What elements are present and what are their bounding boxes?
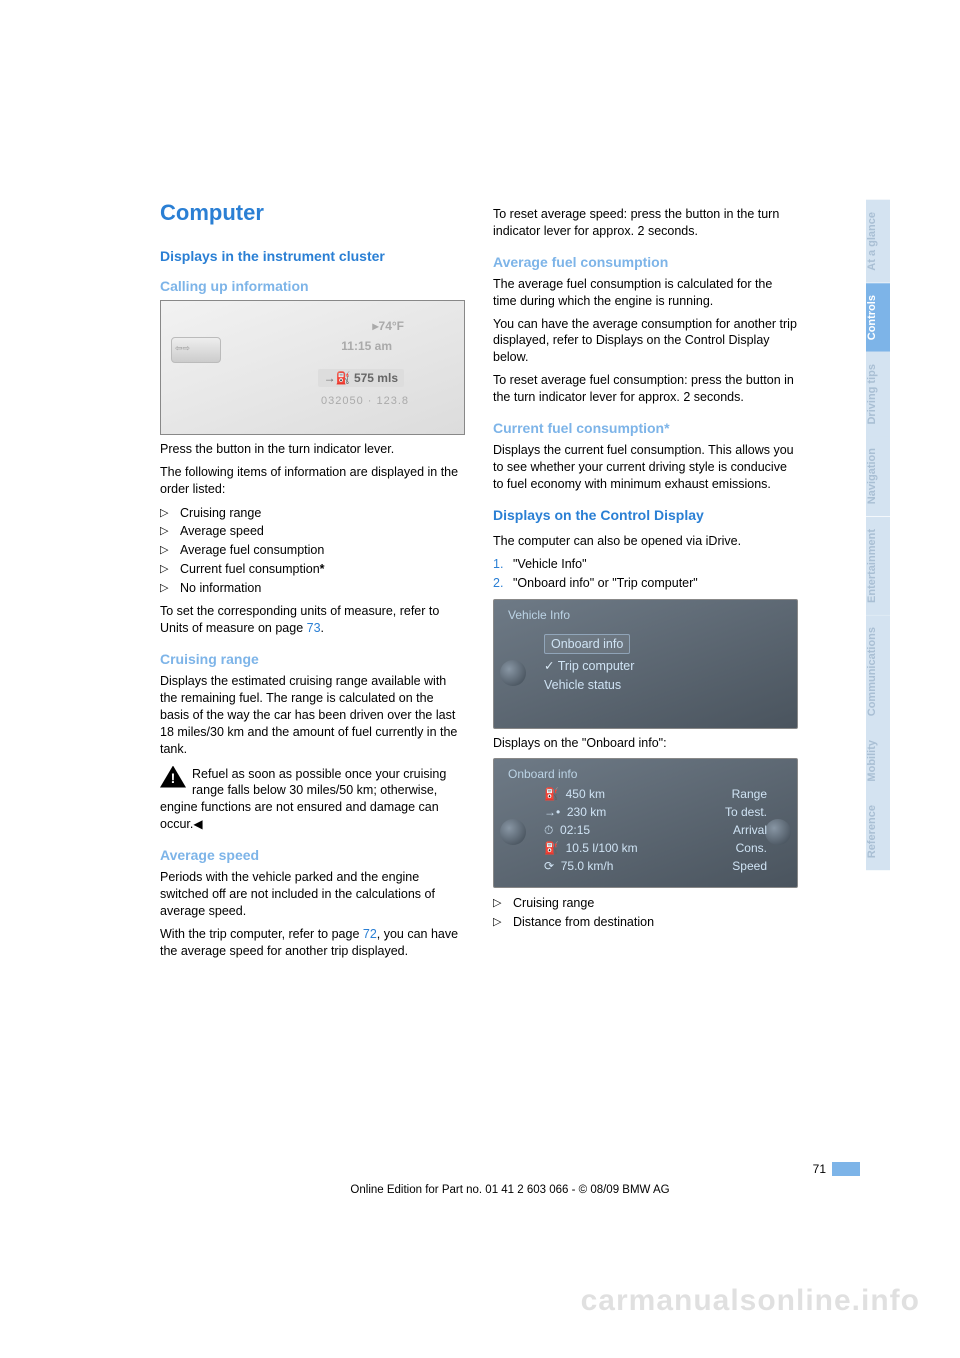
info-order-list: Cruising range Average speed Average fue… — [160, 504, 465, 598]
page-link-72[interactable]: 72 — [363, 927, 377, 941]
para-idrive: The computer can also be opened via iDri… — [493, 533, 798, 550]
tab-at-a-glance[interactable]: At a glance — [866, 200, 890, 283]
page-content: Computer Displays in the instrument clus… — [160, 200, 860, 965]
tab-controls[interactable]: Controls — [866, 283, 890, 352]
page-link-73[interactable]: 73 — [307, 621, 321, 635]
menu-item: ✓ Trip computer — [544, 658, 634, 673]
figure-instrument-cluster: ⇦⇨ ▸74°F 11:15 am →⛽ 575 mls 032050 · 12… — [160, 300, 465, 435]
warning-text: Refuel as soon as possible once your cru… — [160, 766, 465, 834]
list-item: Average fuel consumption — [160, 541, 465, 560]
head-average-speed: Average speed — [160, 847, 465, 863]
clock-icon: ⏱ — [544, 823, 553, 837]
fuel-icon: ⛽ — [544, 787, 559, 801]
list-item: Cruising range — [493, 894, 798, 913]
para-units-ref: To set the corresponding units of measur… — [160, 603, 465, 637]
section-title: Computer — [160, 200, 465, 226]
onboard-info-list: Cruising range Distance from destination — [493, 894, 798, 932]
para-cruising-range: Displays the estimated cruising range av… — [160, 673, 465, 757]
tab-entertainment[interactable]: Entertainment — [866, 517, 890, 615]
controller-knob-icon — [500, 819, 526, 845]
list-item: Cruising range — [160, 504, 465, 523]
para-press-button: Press the button in the turn indicator l… — [160, 441, 465, 458]
dest-icon: →• — [544, 805, 560, 819]
page-number: 71 — [813, 1162, 830, 1176]
step-item: 2."Onboard info" or "Trip computer" — [493, 574, 798, 593]
info-row: →• 230 kmTo dest. — [544, 805, 767, 819]
footer-line: Online Edition for Part no. 01 41 2 603 … — [160, 1184, 860, 1196]
info-row: ⛽ 10.5 l/100 kmCons. — [544, 841, 767, 855]
idrive-steps: 1."Vehicle Info" 2."Onboard info" or "Tr… — [493, 555, 798, 593]
figure-onboard-info: Onboard info ⛽ 450 kmRange →• 230 kmTo d… — [493, 758, 798, 888]
subhead-control-display: Displays on the Control Display — [493, 507, 798, 523]
speed-icon: ⟳ — [544, 859, 554, 873]
para-avg-speed-1: Periods with the vehicle parked and the … — [160, 869, 465, 920]
tab-reference[interactable]: Reference — [866, 793, 890, 870]
tab-driving-tips[interactable]: Driving tips — [866, 352, 890, 437]
list-item: No information — [160, 579, 465, 598]
fuel-icon: ⛽ — [544, 841, 559, 855]
range-value: 575 mls — [354, 371, 398, 385]
info-row: ⏱ 02:15Arrival — [544, 823, 767, 838]
cluster-odometer: 032050 · 123.8 — [321, 395, 409, 407]
left-column: Computer Displays in the instrument clus… — [160, 200, 465, 965]
list-item: Average speed — [160, 522, 465, 541]
screen-header: Onboard info — [508, 767, 577, 781]
right-column: To reset average speed: press the button… — [493, 200, 798, 965]
para-avg-speed-2: With the trip computer, refer to page 72… — [160, 926, 465, 960]
range-icon: →⛽ — [324, 371, 351, 385]
para-avg-fuel-1: The average fuel consumption is calculat… — [493, 276, 798, 310]
controller-knob-icon — [765, 819, 791, 845]
cluster-temp: ▸74°F — [373, 319, 405, 333]
warning-refuel: Refuel as soon as possible once your cru… — [160, 766, 465, 834]
menu-item-selected: Onboard info — [544, 634, 630, 654]
footnote-star: * — [664, 420, 669, 436]
head-cruising-range: Cruising range — [160, 651, 465, 667]
info-row: ⛽ 450 kmRange — [544, 787, 767, 801]
head-calling-up-info: Calling up information — [160, 278, 465, 294]
check-icon: ✓ — [544, 659, 554, 673]
cluster-time: 11:15 am — [341, 339, 392, 353]
controller-knob-icon — [500, 660, 526, 686]
list-item: Current fuel consumption* — [160, 560, 465, 579]
tab-navigation[interactable]: Navigation — [866, 436, 890, 516]
menu-item: Vehicle status — [544, 678, 621, 692]
watermark: carmanualsonline.info — [581, 1284, 920, 1318]
para-onboard-info: Displays on the "Onboard info": — [493, 735, 798, 752]
info-row: ⟳ 75.0 km/hSpeed — [544, 859, 767, 873]
page-number-wrap: 71 — [160, 1160, 860, 1178]
para-reset-avg-speed: To reset average speed: press the button… — [493, 206, 798, 240]
page-number-bar — [832, 1162, 860, 1176]
para-avg-fuel-2: You can have the average consumption for… — [493, 316, 798, 367]
para-avg-fuel-3: To reset average fuel consumption: press… — [493, 372, 798, 406]
head-avg-fuel: Average fuel consumption — [493, 254, 798, 270]
figure-vehicle-info-menu: Vehicle Info Onboard info ✓ Trip compute… — [493, 599, 798, 729]
para-items-listed: The following items of information are d… — [160, 464, 465, 498]
step-item: 1."Vehicle Info" — [493, 555, 798, 574]
section-tabs: At a glance Controls Driving tips Naviga… — [866, 200, 890, 871]
tab-communications[interactable]: Communications — [866, 615, 890, 728]
head-current-fuel: Current fuel consumption* — [493, 420, 798, 436]
stalk-arrows: ⇦⇨ — [175, 343, 190, 354]
footnote-star: * — [320, 562, 325, 576]
cluster-range: →⛽ 575 mls — [318, 369, 404, 387]
para-current-fuel: Displays the current fuel consumption. T… — [493, 442, 798, 493]
end-mark: ◀ — [193, 817, 202, 831]
list-item: Distance from destination — [493, 913, 798, 932]
tab-mobility[interactable]: Mobility — [866, 728, 890, 794]
subhead-displays-cluster: Displays in the instrument cluster — [160, 248, 465, 264]
menu-header: Vehicle Info — [508, 608, 570, 622]
